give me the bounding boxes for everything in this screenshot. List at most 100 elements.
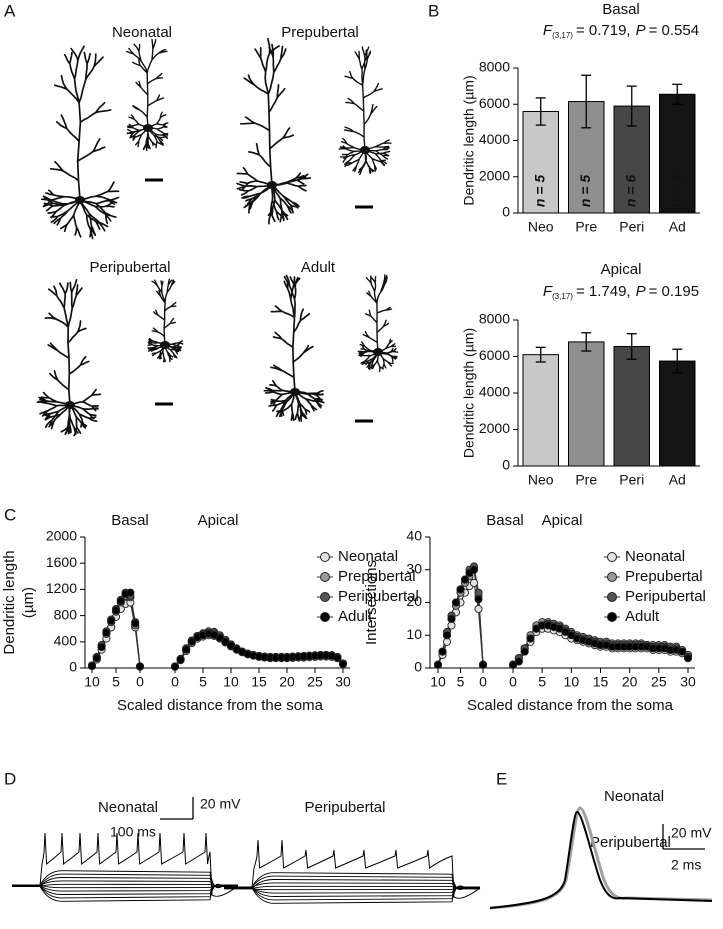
scale-label: 20 mV (671, 825, 712, 841)
subthreshold-trace (224, 885, 480, 897)
bar (659, 360, 696, 467)
x-tick-label: 20 (279, 674, 295, 690)
data-point (97, 642, 106, 652)
data-point (526, 634, 535, 643)
y-tick-label: 0 (502, 457, 510, 473)
legend-marker (320, 552, 330, 562)
x-tick-label: 0 (136, 674, 144, 690)
data-point (116, 597, 125, 606)
neuron-dendrites (338, 46, 392, 176)
x-tick-label: Ad (669, 219, 686, 235)
legend-label: Neonatal (338, 548, 398, 565)
x-tick-label: Neo (528, 219, 554, 235)
stat-f-text: = 0.719, (576, 22, 631, 39)
stat-f-text: = 1.749, (576, 283, 631, 300)
stat-p-text: = 0.554 (649, 22, 699, 39)
y-tick-label: 400 (54, 633, 78, 649)
x-tick-label: 0 (171, 674, 179, 690)
subthreshold-trace (224, 879, 480, 890)
y-tick-label: 0 (414, 659, 422, 675)
data-point (447, 614, 456, 623)
panel-label: A (4, 1, 16, 20)
subthreshold-trace (224, 885, 480, 904)
n-label: n = 6 (668, 175, 684, 208)
panel-label: D (4, 769, 16, 788)
subthreshold-trace (224, 882, 480, 889)
legend-marker (607, 612, 617, 622)
neuron-soma (143, 124, 153, 132)
panel-label: B (428, 1, 439, 20)
x-tick-label: Pre (575, 219, 597, 235)
x-axis-label: Scaled distance from the soma (467, 697, 674, 714)
y-tick-label: 10 (406, 626, 422, 642)
y-tick-label: 2000 (479, 167, 510, 183)
data-point (215, 633, 224, 642)
neuron-soma (373, 348, 383, 356)
x-tick-label: 5 (457, 674, 465, 690)
y-tick-label: 40 (406, 528, 422, 544)
chart-title: Basal (602, 1, 640, 18)
x-tick-label: 25 (651, 674, 667, 690)
subthreshold-trace (224, 875, 480, 890)
stat-p: P (636, 283, 646, 300)
chart-title: Apical (601, 261, 642, 278)
data-point (520, 647, 529, 656)
x-tick-label: 10 (223, 674, 239, 690)
y-tick-label: 2000 (46, 528, 77, 544)
data-point (135, 662, 145, 671)
bar (522, 111, 559, 214)
bar (659, 93, 696, 214)
legend-label: Peripubertal (625, 588, 706, 605)
x-tick-label: 10 (430, 674, 446, 690)
x-tick-label: 0 (479, 674, 487, 690)
y-tick-label: 30 (406, 560, 422, 576)
error-bar (535, 97, 546, 126)
x-tick-label: 30 (680, 674, 696, 690)
trace-label: Peripubertal (590, 834, 671, 851)
data-point (478, 660, 488, 669)
legend-marker (320, 572, 330, 582)
data-point (514, 657, 523, 666)
stat-line: F(3,17) = 1.749, P = 0.195 (543, 283, 699, 301)
error-bar (672, 83, 683, 105)
data-point (126, 588, 135, 597)
scale-label: 2 ms (671, 857, 701, 873)
legend-label: Adult (625, 608, 660, 625)
x-tick-label: 10 (84, 674, 100, 690)
subthreshold-trace (12, 883, 238, 887)
stat-line: F(3,17) = 0.719, P = 0.554 (543, 22, 699, 40)
y-tick-label: 2000 (479, 420, 510, 436)
data-point (469, 565, 479, 574)
legend-marker (607, 572, 617, 582)
data-point (456, 585, 465, 594)
y-axis-label: Dendritic length (µm) (461, 75, 477, 205)
y-tick-label: 1600 (46, 554, 77, 570)
y-tick-label: 4000 (479, 131, 510, 147)
data-point (469, 578, 479, 587)
y-axis-label: Dendritic length (1, 550, 18, 654)
neuron-dendrites (126, 38, 169, 152)
neuron-soma (65, 401, 75, 409)
x-tick-label: 15 (593, 674, 609, 690)
subthreshold-trace (12, 884, 238, 895)
recording-title: Peripubertal (305, 799, 386, 816)
x-tick-label: 30 (335, 674, 351, 690)
x-tick-label: Ad (669, 472, 686, 488)
morphology-title: Neonatal (112, 24, 172, 41)
data-point (333, 653, 342, 662)
error-bar (535, 346, 546, 363)
data-point (87, 661, 97, 671)
data-point (474, 605, 483, 614)
neuron-soma (160, 341, 170, 349)
data-point (683, 654, 693, 663)
data-point (226, 641, 236, 650)
error-bar (672, 348, 683, 374)
neuron-soma (360, 146, 370, 154)
data-point (92, 654, 101, 663)
x-tick-label: 5 (112, 674, 120, 690)
legend-marker (320, 592, 330, 602)
x-tick-label: 15 (251, 674, 267, 690)
neuron-dendrites (236, 37, 312, 225)
spike-train (12, 832, 239, 897)
